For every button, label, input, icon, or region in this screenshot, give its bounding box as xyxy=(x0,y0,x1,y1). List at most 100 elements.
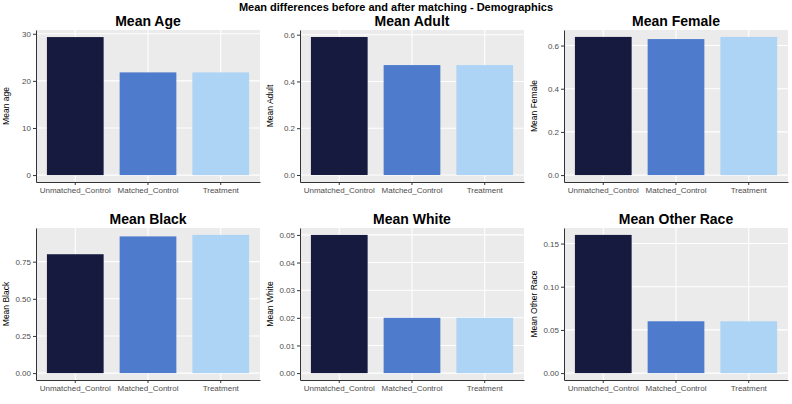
y-axis: 0.00.20.40.6 xyxy=(284,31,301,183)
x-tick-label: Matched_Control xyxy=(118,186,179,195)
figure-title: Mean differences before and after matchi… xyxy=(239,1,553,13)
y-tick-mark xyxy=(297,81,300,82)
y-tick: 0.05 xyxy=(279,231,300,240)
x-tick: Treatment xyxy=(467,380,504,393)
x-tick-label: Unmatched_Control xyxy=(304,384,375,393)
y-tick: 0.00 xyxy=(543,369,564,378)
x-tick-label: Treatment xyxy=(731,186,768,195)
bars xyxy=(311,235,513,373)
panel: 0.00 0.01 0.02 0.03 0.04 0.05 Unmatched_Contro… xyxy=(265,211,525,393)
panel-background xyxy=(564,228,788,380)
x-tick-mark xyxy=(220,182,221,185)
y-tick-label: 0.00 xyxy=(543,369,559,378)
y-tick-label: 0.04 xyxy=(279,259,295,268)
x-tick-mark xyxy=(148,182,149,185)
grid xyxy=(564,228,788,380)
x-tick-label: Matched_Control xyxy=(382,384,443,393)
y-tick-label: 0.75 xyxy=(15,258,31,267)
y-axis-title: Mean Other Race xyxy=(529,270,539,337)
x-axis: Unmatched_Control Matched_Control Treatmen… xyxy=(301,380,525,393)
grid xyxy=(300,228,524,380)
y-tick-mark xyxy=(561,89,564,90)
x-tick: Treatment xyxy=(731,380,768,393)
y-tick-mark xyxy=(561,46,564,47)
bar xyxy=(384,318,441,373)
y-tick-mark xyxy=(561,244,564,245)
x-axis: Unmatched_ControlMatched_ControlTreatmen… xyxy=(37,182,261,195)
panel: 0.00.20.40.6Unmatched_ControlMatched_Con… xyxy=(529,13,789,195)
x-tick-mark xyxy=(148,380,149,383)
y-tick-label: 0.05 xyxy=(543,326,559,335)
y-tick: 0.01 xyxy=(279,342,300,351)
grid xyxy=(300,30,524,182)
y-tick: 0.0 xyxy=(284,171,300,180)
y-tick: 0.03 xyxy=(279,286,300,295)
y-tick-label: 0.03 xyxy=(279,286,295,295)
y-tick-mark xyxy=(297,35,300,36)
y-tick-mark xyxy=(33,81,36,82)
y-tick-label: 10 xyxy=(22,124,31,133)
y-tick: 10 xyxy=(22,124,36,133)
y-tick-label: 0.6 xyxy=(548,42,560,51)
panel-title: Mean Adult xyxy=(375,13,450,29)
y-tick-mark xyxy=(33,336,36,337)
bar xyxy=(456,318,513,373)
y-axis: 0.00 0.05 0.10 0.15 xyxy=(543,229,564,381)
y-tick: 0.02 xyxy=(279,314,300,323)
x-tick-mark xyxy=(603,182,604,185)
y-tick-mark xyxy=(33,373,36,374)
panel: 0102030Unmatched_ControlMatched_ControlT… xyxy=(1,13,261,195)
y-tick-label: 0.00 xyxy=(15,369,31,378)
y-tick-label: 0.10 xyxy=(543,283,559,292)
x-tick: Unmatched_Control xyxy=(304,380,375,393)
bar xyxy=(120,72,177,175)
y-tick-mark xyxy=(297,263,300,264)
x-tick-label: Treatment xyxy=(203,384,240,393)
x-tick-mark xyxy=(676,182,677,185)
panel-title: Mean Age xyxy=(115,13,181,29)
x-tick-label: Matched_Control xyxy=(118,384,179,393)
y-tick-label: 0.2 xyxy=(548,128,560,137)
x-axis: Unmatched_ControlMatched_ControlTreatmen… xyxy=(565,380,789,393)
y-tick-label: 0.01 xyxy=(279,342,295,351)
y-axis-line xyxy=(564,31,565,183)
y-tick: 0 xyxy=(27,171,36,180)
x-tick-label: Treatment xyxy=(467,384,504,393)
x-tick-mark xyxy=(603,380,604,383)
y-tick-label: 0.00 xyxy=(279,369,295,378)
y-axis-line xyxy=(300,31,301,183)
x-axis: Unmatched_ControlMatched_ControlTreatmen… xyxy=(37,380,261,393)
y-axis: 0.00.20.40.6 xyxy=(548,31,565,183)
bars xyxy=(47,37,249,175)
x-tick-mark xyxy=(676,380,677,383)
figure: Mean differences before and after matchi… xyxy=(0,0,792,404)
y-axis-line xyxy=(300,229,301,381)
bar xyxy=(47,37,104,175)
x-tick-label: Matched_Control xyxy=(382,186,443,195)
y-tick: 0.04 xyxy=(279,259,300,268)
x-tick: Unmatched_Control xyxy=(304,182,375,195)
x-tick: Treatment xyxy=(467,182,504,195)
bar xyxy=(192,235,249,373)
x-tick-mark xyxy=(75,182,76,185)
y-tick: 0.05 xyxy=(543,326,564,335)
y-tick-mark xyxy=(561,287,564,288)
y-axis-line xyxy=(564,229,565,381)
y-axis-title: Mean age xyxy=(1,87,11,125)
y-tick: 0.6 xyxy=(284,31,300,40)
y-tick-mark xyxy=(33,299,36,300)
x-tick: Matched_Control xyxy=(118,380,179,393)
y-tick: 0.2 xyxy=(284,124,300,133)
y-tick: 0.15 xyxy=(543,240,564,249)
y-axis-line xyxy=(36,31,37,183)
y-tick: 0.75 xyxy=(15,258,36,267)
panel-background xyxy=(36,30,260,182)
x-tick: Unmatched_Control xyxy=(568,380,639,393)
y-tick-label: 0.0 xyxy=(284,171,296,180)
y-tick-label: 0.25 xyxy=(15,332,31,341)
panel-background xyxy=(300,228,524,380)
x-tick: Matched_Control xyxy=(382,182,443,195)
y-tick-mark xyxy=(297,318,300,319)
bar xyxy=(648,39,705,175)
y-tick-mark xyxy=(297,235,300,236)
